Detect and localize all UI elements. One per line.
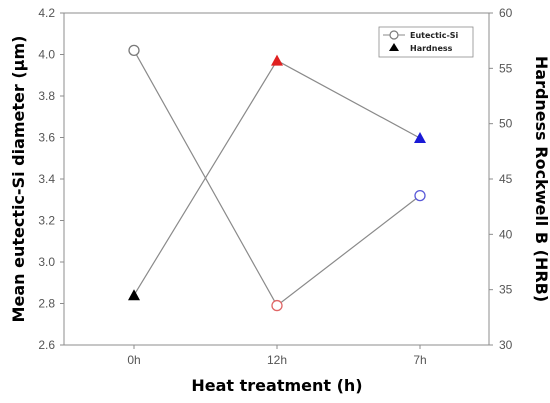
right-y-axis-title: Hardness Rockwell B (HRB) xyxy=(532,56,550,302)
right-tick-label: 55 xyxy=(499,61,513,75)
series-markers xyxy=(128,44,426,312)
hardness-point xyxy=(414,132,426,144)
x-tick-label: 12h xyxy=(267,353,287,367)
left-tick-label: 2.8 xyxy=(38,297,55,311)
left-tick-label: 3.8 xyxy=(38,89,55,103)
series-lines xyxy=(133,50,421,307)
hardness-point xyxy=(271,54,283,66)
right-tick-label: 40 xyxy=(499,227,513,241)
left-tick-label: 3.2 xyxy=(38,214,55,228)
left-y-axis-title: Mean eutectic-Si diameter (μm) xyxy=(9,36,28,323)
hardness-line xyxy=(133,59,421,296)
left-tick-label: 3.6 xyxy=(38,131,55,145)
hardness-point xyxy=(128,289,140,301)
eutectic-si-point xyxy=(271,299,283,312)
x-axis-title: Heat treatment (h) xyxy=(191,376,362,395)
legend: Eutectic-Si Hardness xyxy=(378,26,474,58)
right-tick-label: 60 xyxy=(499,6,513,20)
legend-hardness-label: Hardness xyxy=(410,44,453,53)
eutectic-si-point xyxy=(128,44,140,56)
x-axis: 0h 12h 7h xyxy=(127,345,427,367)
right-tick-label: 45 xyxy=(499,172,513,186)
x-tick-label: 7h xyxy=(413,353,426,367)
right-tick-label: 35 xyxy=(499,283,513,297)
left-tick-label: 4.0 xyxy=(38,48,55,62)
x-tick-label: 0h xyxy=(127,353,140,367)
left-y-axis: 2.6 2.8 3.0 3.2 3.4 3.6 3.8 4.0 4.2 xyxy=(38,6,64,352)
legend-eutectic-marker xyxy=(389,30,399,40)
right-y-axis: 30 35 40 45 50 55 60 xyxy=(489,6,513,352)
eutectic-si-line xyxy=(133,50,421,307)
eutectic-si-point xyxy=(414,189,426,202)
right-tick-label: 30 xyxy=(499,338,513,352)
legend-hardness-marker xyxy=(389,43,399,51)
left-tick-label: 3.4 xyxy=(38,172,55,186)
left-tick-label: 2.6 xyxy=(38,338,55,352)
right-tick-label: 50 xyxy=(499,117,513,131)
legend-eutectic-label: Eutectic-Si xyxy=(410,31,459,40)
left-tick-label: 4.2 xyxy=(38,6,55,20)
left-tick-label: 3.0 xyxy=(38,255,55,269)
